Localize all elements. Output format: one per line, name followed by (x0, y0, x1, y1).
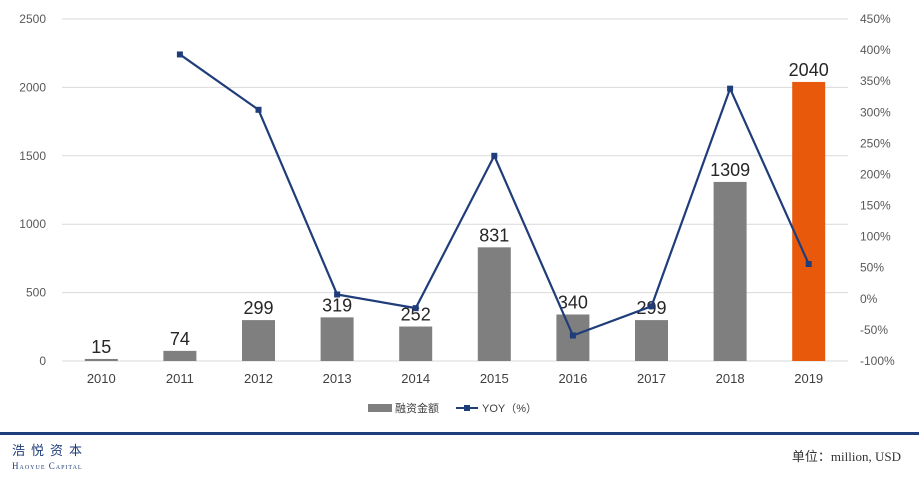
brand-name-cn: 浩悦资本 (12, 444, 89, 459)
left-tick-label: 500 (26, 286, 46, 300)
legend-swatch-bar (368, 404, 392, 412)
bar-label-2014: 252 (401, 305, 431, 325)
legend-label-bar: 融资金额 (395, 401, 439, 415)
right-tick-label: 350% (860, 74, 891, 88)
left-tick-label: 0 (39, 354, 46, 368)
bar-label-2012: 299 (243, 298, 273, 318)
x-tick-2015: 2015 (480, 371, 509, 386)
bar-label-2011: 74 (170, 329, 190, 349)
right-axis-ticks: -100% -50% 0% 50% 100% 150% 200% 250% 300% 350% 40… (860, 12, 895, 368)
legend-marker-line (464, 405, 470, 411)
brand-logo: 浩悦资本 Haoyue Capital (12, 440, 88, 471)
yoy-point-2019 (805, 260, 812, 267)
bar-data-labels: 157429931925283134029913092040 (91, 60, 828, 357)
x-tick-2019: 2019 (794, 371, 823, 386)
bar-label-2019: 2040 (789, 60, 829, 80)
unit-note: 单位：million, USD (791, 449, 901, 464)
bar-2014 (399, 326, 433, 361)
left-tick-label: 1000 (19, 217, 46, 231)
x-tick-2014: 2014 (401, 371, 430, 386)
right-tick-label: 100% (860, 230, 891, 244)
right-tick-label: -50% (860, 323, 888, 337)
x-axis-ticks: 2010 2011 2012 2013 2014 2015 2016 2017 2018 2019 (87, 371, 823, 386)
bar-2011 (163, 350, 197, 361)
bar-label-2013: 319 (322, 295, 352, 315)
x-tick-2011: 2011 (166, 371, 194, 386)
x-tick-2010: 2010 (87, 371, 116, 386)
bar-label-2015: 831 (479, 225, 509, 245)
yoy-point-2018 (727, 85, 734, 92)
bar-2019 (792, 81, 826, 361)
bar-2013 (320, 317, 354, 361)
bar-2010 (84, 358, 118, 361)
yoy-point-2013 (334, 291, 341, 298)
right-tick-label: 400% (860, 43, 891, 57)
legend-label-line: YOY（%） (482, 402, 537, 415)
right-tick-label: 50% (860, 261, 884, 275)
bar-2012 (242, 320, 275, 361)
x-tick-2017: 2017 (637, 371, 666, 386)
bar-2017 (635, 320, 668, 361)
legend: 融资金额 YOY（%） (368, 401, 537, 415)
left-axis-ticks: 0 500 1000 1500 2000 2500 (19, 12, 46, 368)
bar-2018 (713, 181, 747, 361)
right-tick-label: 250% (860, 136, 891, 150)
bar-label-2018: 1309 (710, 160, 750, 180)
yoy-line-series (176, 51, 812, 339)
x-tick-2013: 2013 (323, 371, 352, 386)
bar-label-2016: 340 (558, 292, 588, 312)
bar-2015 (477, 247, 511, 361)
right-tick-label: -100% (860, 354, 895, 368)
yoy-point-2015 (491, 152, 498, 159)
brand-name-en: Haoyue Capital (12, 461, 83, 471)
right-tick-label: 0% (860, 292, 878, 306)
yoy-point-2016 (569, 332, 576, 339)
bar-label-2010: 15 (91, 337, 111, 357)
x-tick-2016: 2016 (558, 371, 587, 386)
right-tick-label: 150% (860, 199, 891, 213)
right-tick-label: 300% (860, 105, 891, 119)
combo-chart: 0 500 1000 1500 2000 2500 -100% -50% 0% 50% 100% 1… (19, 12, 895, 415)
x-tick-2012: 2012 (244, 371, 273, 386)
x-tick-2018: 2018 (716, 371, 745, 386)
bar-series (84, 81, 826, 361)
left-tick-label: 1500 (19, 149, 46, 163)
yoy-point-2011 (176, 51, 183, 58)
right-tick-label: 200% (860, 167, 891, 181)
yoy-point-2012 (255, 106, 262, 113)
yoy-point-2014 (412, 305, 419, 312)
footer-divider (0, 432, 919, 435)
yoy-point-2017 (648, 303, 655, 310)
left-tick-label: 2500 (19, 12, 46, 26)
left-tick-label: 2000 (19, 80, 46, 94)
right-tick-label: 450% (860, 12, 891, 26)
